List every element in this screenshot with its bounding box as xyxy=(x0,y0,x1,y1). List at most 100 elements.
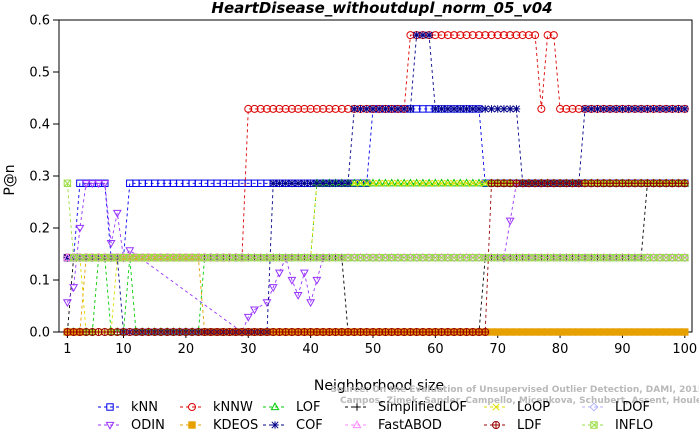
data-point-cross xyxy=(500,254,508,262)
data-point xyxy=(163,253,171,262)
x-tick-label: 50 xyxy=(365,342,382,357)
series-knnw xyxy=(63,31,689,262)
data-point-cross xyxy=(126,254,134,262)
data-point xyxy=(449,178,459,187)
data-point-cross xyxy=(88,254,96,262)
data-point xyxy=(568,104,577,113)
data-point-cross xyxy=(469,254,477,262)
data-point xyxy=(681,105,689,113)
data-point xyxy=(580,253,590,263)
series-inflo xyxy=(63,179,689,262)
data-point xyxy=(362,253,372,263)
data-point-cross xyxy=(631,254,639,262)
data-point xyxy=(125,252,135,261)
data-point xyxy=(162,252,172,261)
data-point xyxy=(537,104,546,113)
data-point xyxy=(306,104,315,113)
y-tick-label: 0.0 xyxy=(29,326,50,341)
series-line xyxy=(66,182,517,333)
data-point xyxy=(374,252,384,261)
data-point xyxy=(637,105,645,113)
data-point-cross xyxy=(481,328,489,336)
data-point xyxy=(462,31,471,40)
data-point-cross xyxy=(119,254,128,262)
data-point-cross xyxy=(444,254,452,262)
data-point xyxy=(468,31,477,40)
data-point xyxy=(356,179,365,187)
data-point xyxy=(362,178,372,187)
legend-marker xyxy=(188,403,196,411)
data-point xyxy=(388,179,396,187)
data-point xyxy=(667,252,677,261)
data-point-cross xyxy=(182,254,190,262)
data-point xyxy=(512,105,521,113)
data-point-cross xyxy=(612,254,620,262)
data-point xyxy=(381,252,390,261)
data-point-cross xyxy=(132,254,140,262)
data-point xyxy=(549,252,559,261)
data-point xyxy=(350,179,358,187)
data-point xyxy=(175,252,185,261)
data-point xyxy=(475,31,483,40)
data-point xyxy=(81,252,91,261)
data-point xyxy=(281,254,291,263)
data-point xyxy=(605,252,615,261)
data-point xyxy=(568,252,577,261)
data-point-cross xyxy=(169,254,177,262)
data-point xyxy=(462,179,471,187)
data-point xyxy=(394,179,402,187)
data-point xyxy=(293,291,303,300)
data-point xyxy=(419,31,427,39)
data-point-cross xyxy=(419,254,427,262)
data-point xyxy=(344,179,352,188)
data-point xyxy=(293,252,303,261)
data-point xyxy=(624,105,633,113)
data-point xyxy=(269,179,277,188)
data-point xyxy=(168,252,178,261)
data-point xyxy=(555,252,565,261)
data-point xyxy=(412,253,422,263)
data-point-cross xyxy=(388,254,396,262)
data-point xyxy=(437,178,447,187)
data-point-cross xyxy=(350,254,358,262)
data-point-cross xyxy=(144,254,153,262)
data-point xyxy=(462,253,472,263)
data-point-cross xyxy=(76,254,84,262)
data-point xyxy=(456,179,464,187)
data-point xyxy=(212,252,222,261)
data-point-cross xyxy=(232,254,240,262)
data-point xyxy=(243,252,253,261)
series-line xyxy=(67,34,685,259)
y-tick-label: 0.1 xyxy=(29,274,50,289)
data-point xyxy=(642,252,652,261)
data-point xyxy=(312,253,322,263)
data-point-cross xyxy=(662,254,670,262)
data-point-cross xyxy=(462,254,471,262)
data-point xyxy=(306,252,316,261)
data-point xyxy=(668,328,677,336)
data-point-cross xyxy=(475,254,483,262)
data-point xyxy=(249,253,259,263)
data-point-cross xyxy=(375,254,383,262)
data-point xyxy=(655,253,665,263)
data-point xyxy=(674,253,684,263)
data-point xyxy=(480,252,490,261)
data-point xyxy=(481,31,490,40)
chart-title: HeartDisease_withoutdupl_norm_05_v04 xyxy=(211,0,552,17)
data-point xyxy=(468,253,478,263)
data-point xyxy=(506,328,514,336)
data-point xyxy=(75,252,85,261)
data-point xyxy=(393,252,403,261)
data-point xyxy=(555,253,565,263)
data-point xyxy=(337,252,347,261)
data-point xyxy=(424,252,434,261)
data-point xyxy=(611,253,621,263)
data-point-cross xyxy=(556,254,564,262)
data-point xyxy=(661,252,671,261)
data-point xyxy=(438,179,446,187)
legend-label: FastABOD xyxy=(378,418,442,433)
data-point xyxy=(325,179,334,188)
legend-label: LDF xyxy=(517,418,542,433)
data-point xyxy=(568,328,577,336)
data-point xyxy=(593,328,602,336)
